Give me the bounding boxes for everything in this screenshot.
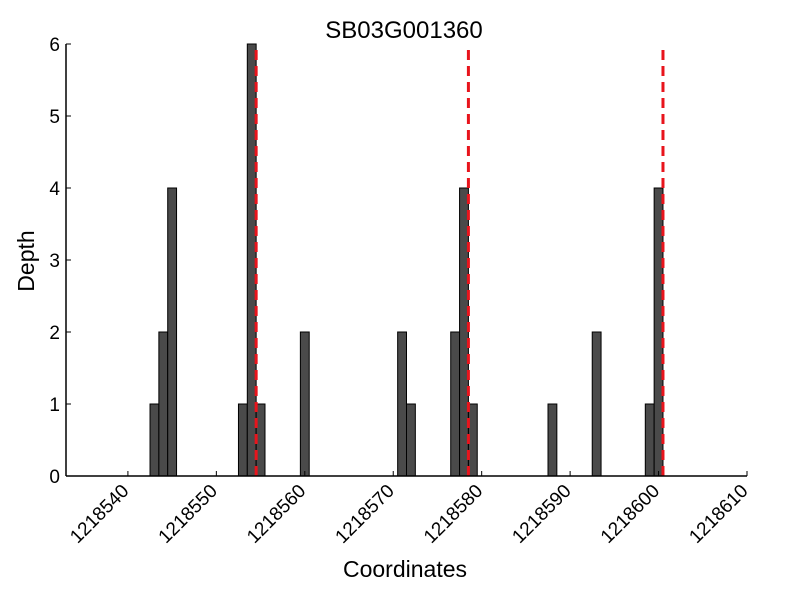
depth-bar	[397, 331, 408, 477]
y-tick-label: 2	[49, 323, 60, 344]
y-tick-label: 0	[49, 467, 60, 488]
depth-bar	[644, 403, 655, 477]
x-tick-label: 1218590	[508, 481, 575, 548]
depth-bar	[299, 331, 310, 477]
x-tick-label: 1218540	[66, 481, 133, 548]
x-tick-label: 1218560	[243, 481, 310, 548]
x-tick-label: 1218610	[685, 481, 752, 548]
depth-bar	[591, 331, 602, 477]
depth-bar	[149, 403, 160, 477]
x-tick-label: 1218550	[155, 481, 222, 548]
depth-bar	[237, 403, 248, 477]
x-tick-label: 1218580	[420, 481, 487, 548]
y-tick-label: 1	[49, 395, 60, 416]
depth-bar	[167, 187, 178, 477]
depth-bar	[450, 331, 461, 477]
y-axis-label: Depth	[13, 230, 39, 291]
x-axis-label: Coordinates	[343, 556, 467, 582]
depth-bar	[406, 403, 416, 477]
x-tick-label: 1218570	[332, 481, 399, 548]
depth-bar	[547, 403, 558, 477]
y-tick-label: 4	[49, 179, 60, 200]
x-tick-label: 1218600	[597, 481, 664, 548]
y-tick-label: 3	[49, 251, 60, 272]
chart-title: SB03G001360	[325, 17, 482, 44]
y-tick-label: 5	[49, 107, 60, 128]
depth-bar	[158, 331, 169, 477]
y-tick-label: 6	[49, 35, 60, 56]
